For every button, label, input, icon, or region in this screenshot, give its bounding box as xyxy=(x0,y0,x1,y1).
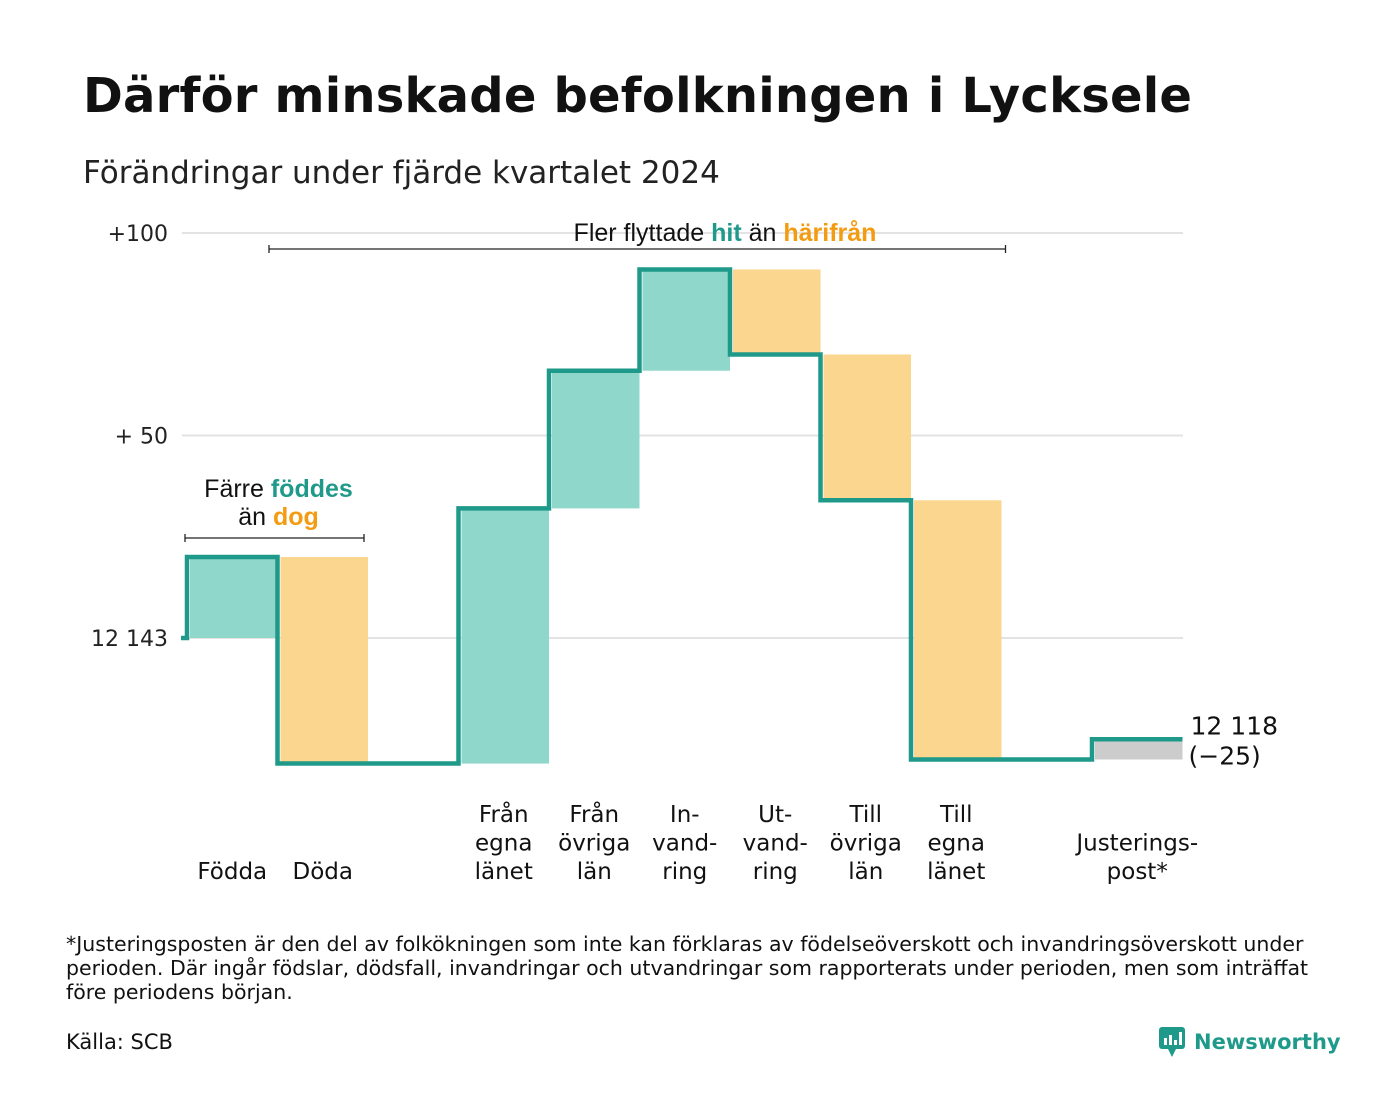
annotation-highlight: härifrån xyxy=(783,219,876,247)
source-credit: Källa: SCB xyxy=(66,1030,173,1054)
end-change-label: (−25) xyxy=(1189,741,1261,770)
category-label: Födda xyxy=(197,859,267,885)
category-label: vand- xyxy=(652,831,717,857)
y-tick-label: + 50 xyxy=(115,425,168,450)
category-label: Från xyxy=(569,800,619,828)
chart-title: Därför minskade befolkningen i Lycksele xyxy=(83,68,1193,124)
annotation-text: Fler flyttade xyxy=(574,219,712,247)
category-label: Döda xyxy=(293,859,353,885)
category-label: länet xyxy=(475,859,533,885)
category-label: Ut- xyxy=(758,802,792,828)
category-labels: Födda DödaFrånegnalänetFrånövrigalänIn-va… xyxy=(197,800,1198,885)
footnote: *Justeringsposten är den del av folkökni… xyxy=(66,932,1309,1004)
bar-invandring xyxy=(642,269,730,371)
end-label: 12 118(−25) xyxy=(1189,711,1278,770)
annotation-births-line1: Färre föddes xyxy=(204,475,353,503)
category-label: övriga xyxy=(558,831,630,857)
end-value-label: 12 118 xyxy=(1191,711,1278,740)
bar-till-övriga-län xyxy=(823,354,911,501)
category-label: post* xyxy=(1107,859,1168,885)
newsworthy-logo-icon xyxy=(1159,1027,1185,1057)
category-label: län xyxy=(848,859,883,885)
annotation-text: än xyxy=(238,503,273,531)
annotation-migration-line: Fler flyttade hit än härifrån xyxy=(574,219,877,247)
category-label: egna xyxy=(928,831,985,857)
bar-utvandring xyxy=(733,269,821,355)
annotation-highlight: dog xyxy=(273,503,319,531)
category-label: ring xyxy=(753,859,798,885)
annotation-highlight: föddes xyxy=(271,475,353,503)
category-label: länet xyxy=(927,859,985,885)
bar-döda xyxy=(280,557,368,764)
category-label: övriga xyxy=(830,831,902,857)
category-label: län xyxy=(577,859,612,885)
category-label: Till xyxy=(848,802,882,828)
bars xyxy=(190,269,1183,764)
bar-till-egna-länet xyxy=(914,500,1002,760)
bar-födda xyxy=(190,557,278,638)
bar-justeringspost- xyxy=(1095,739,1183,760)
category-label: Justerings- xyxy=(1074,831,1198,857)
chart-subtitle: Förändringar under fjärde kvartalet 2024 xyxy=(83,155,720,191)
annotation-text: Färre xyxy=(204,475,271,503)
category-label: egna xyxy=(475,831,532,857)
category-label: Till xyxy=(939,802,973,828)
running-total-line xyxy=(181,267,1183,766)
annotation-text: än xyxy=(742,219,784,247)
running-total xyxy=(181,267,1183,766)
category-label: ring xyxy=(662,859,707,885)
annotation-highlight: hit xyxy=(711,219,742,247)
category-label: vand- xyxy=(743,831,808,857)
bar-från-egna-länet xyxy=(461,508,549,764)
y-tick-label: 12 143 xyxy=(91,627,168,652)
y-axis-ticks: +100 + 50 12 143 xyxy=(91,222,168,652)
category-label: In- xyxy=(670,802,700,828)
brand-logo: Newsworthy xyxy=(1158,1026,1341,1058)
bar-från-övriga-län xyxy=(552,370,640,509)
brand-name: Newsworthy xyxy=(1194,1030,1341,1054)
category-label: Från xyxy=(479,800,529,828)
annotation-births-line2: än dog xyxy=(238,503,319,531)
y-tick-label: +100 xyxy=(108,222,168,247)
